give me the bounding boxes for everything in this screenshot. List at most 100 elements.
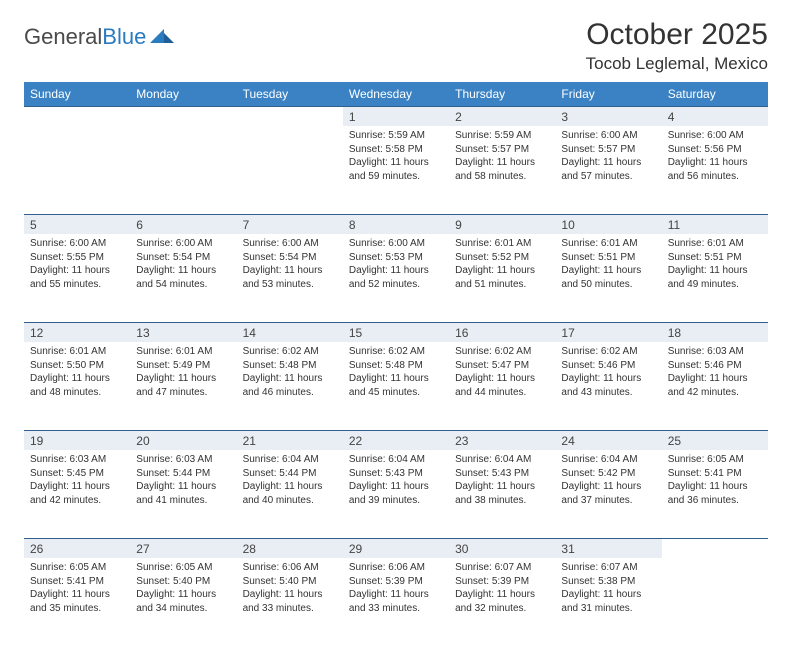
daynum-cell [130, 106, 236, 126]
week-4-daynum-row: 262728293031 [24, 538, 768, 558]
daynum-cell: 26 [24, 538, 130, 558]
week-3-body-row: Sunrise: 6:03 AMSunset: 5:45 PMDaylight:… [24, 450, 768, 538]
daynum-cell: 28 [237, 538, 343, 558]
day-cell: Sunrise: 6:01 AMSunset: 5:49 PMDaylight:… [130, 342, 236, 430]
daynum-cell: 9 [449, 214, 555, 234]
daynum-cell: 22 [343, 430, 449, 450]
day-number: 20 [130, 430, 236, 450]
day-details: Sunrise: 6:02 AMSunset: 5:48 PMDaylight:… [343, 342, 449, 403]
day-details: Sunrise: 6:04 AMSunset: 5:43 PMDaylight:… [343, 450, 449, 511]
daynum-cell: 18 [662, 322, 768, 342]
day-number: 1 [343, 106, 449, 126]
day-cell: Sunrise: 6:03 AMSunset: 5:44 PMDaylight:… [130, 450, 236, 538]
day-number: 5 [24, 214, 130, 234]
daynum-cell: 31 [555, 538, 661, 558]
day-cell: Sunrise: 5:59 AMSunset: 5:57 PMDaylight:… [449, 126, 555, 214]
day-details: Sunrise: 6:03 AMSunset: 5:46 PMDaylight:… [662, 342, 768, 403]
day-number-empty [24, 106, 130, 126]
day-details: Sunrise: 6:03 AMSunset: 5:44 PMDaylight:… [130, 450, 236, 511]
calendar-body: 1234Sunrise: 5:59 AMSunset: 5:58 PMDayli… [24, 106, 768, 646]
day-number: 28 [237, 538, 343, 558]
day-cell: Sunrise: 6:02 AMSunset: 5:46 PMDaylight:… [555, 342, 661, 430]
day-number: 21 [237, 430, 343, 450]
day-cell: Sunrise: 6:00 AMSunset: 5:55 PMDaylight:… [24, 234, 130, 322]
weekday-thursday: Thursday [449, 82, 555, 106]
day-details: Sunrise: 6:02 AMSunset: 5:48 PMDaylight:… [237, 342, 343, 403]
month-title: October 2025 [586, 18, 768, 52]
day-cell: Sunrise: 5:59 AMSunset: 5:58 PMDaylight:… [343, 126, 449, 214]
day-details: Sunrise: 6:07 AMSunset: 5:38 PMDaylight:… [555, 558, 661, 619]
day-details: Sunrise: 6:01 AMSunset: 5:50 PMDaylight:… [24, 342, 130, 403]
day-details: Sunrise: 6:03 AMSunset: 5:45 PMDaylight:… [24, 450, 130, 511]
day-cell [24, 126, 130, 214]
header: GeneralBlue October 2025 Tocob Leglemal,… [24, 18, 768, 74]
daynum-cell: 3 [555, 106, 661, 126]
week-4-body-row: Sunrise: 6:05 AMSunset: 5:41 PMDaylight:… [24, 558, 768, 646]
weekday-tuesday: Tuesday [237, 82, 343, 106]
logo-word-2: Blue [102, 24, 146, 49]
daynum-cell: 30 [449, 538, 555, 558]
day-details: Sunrise: 6:07 AMSunset: 5:39 PMDaylight:… [449, 558, 555, 619]
day-cell: Sunrise: 6:05 AMSunset: 5:41 PMDaylight:… [24, 558, 130, 646]
daynum-cell: 13 [130, 322, 236, 342]
day-cell: Sunrise: 6:06 AMSunset: 5:39 PMDaylight:… [343, 558, 449, 646]
day-cell: Sunrise: 6:02 AMSunset: 5:47 PMDaylight:… [449, 342, 555, 430]
day-number: 12 [24, 322, 130, 342]
daynum-cell: 23 [449, 430, 555, 450]
daynum-cell: 21 [237, 430, 343, 450]
day-details: Sunrise: 5:59 AMSunset: 5:58 PMDaylight:… [343, 126, 449, 187]
daynum-cell: 19 [24, 430, 130, 450]
day-details: Sunrise: 6:01 AMSunset: 5:49 PMDaylight:… [130, 342, 236, 403]
daynum-cell: 7 [237, 214, 343, 234]
day-details: Sunrise: 6:02 AMSunset: 5:46 PMDaylight:… [555, 342, 661, 403]
week-0-body-row: Sunrise: 5:59 AMSunset: 5:58 PMDaylight:… [24, 126, 768, 214]
day-details: Sunrise: 6:00 AMSunset: 5:56 PMDaylight:… [662, 126, 768, 187]
calendar-table: SundayMondayTuesdayWednesdayThursdayFrid… [24, 82, 768, 646]
weekday-friday: Friday [555, 82, 661, 106]
day-cell: Sunrise: 6:00 AMSunset: 5:53 PMDaylight:… [343, 234, 449, 322]
daynum-cell: 5 [24, 214, 130, 234]
day-details: Sunrise: 5:59 AMSunset: 5:57 PMDaylight:… [449, 126, 555, 187]
daynum-cell: 27 [130, 538, 236, 558]
daynum-cell: 4 [662, 106, 768, 126]
day-details-empty [662, 558, 768, 565]
daynum-cell [662, 538, 768, 558]
day-number: 9 [449, 214, 555, 234]
week-0-daynum-row: 1234 [24, 106, 768, 126]
calendar-head: SundayMondayTuesdayWednesdayThursdayFrid… [24, 82, 768, 106]
day-details-empty [24, 126, 130, 133]
logo-mark-icon [150, 25, 176, 50]
day-cell: Sunrise: 6:05 AMSunset: 5:41 PMDaylight:… [662, 450, 768, 538]
day-details: Sunrise: 6:04 AMSunset: 5:42 PMDaylight:… [555, 450, 661, 511]
day-number: 14 [237, 322, 343, 342]
day-details: Sunrise: 6:05 AMSunset: 5:41 PMDaylight:… [24, 558, 130, 619]
day-cell: Sunrise: 6:05 AMSunset: 5:40 PMDaylight:… [130, 558, 236, 646]
day-cell: Sunrise: 6:04 AMSunset: 5:43 PMDaylight:… [449, 450, 555, 538]
day-number: 24 [555, 430, 661, 450]
weekday-saturday: Saturday [662, 82, 768, 106]
day-details: Sunrise: 6:06 AMSunset: 5:39 PMDaylight:… [343, 558, 449, 619]
day-cell: Sunrise: 6:00 AMSunset: 5:54 PMDaylight:… [130, 234, 236, 322]
daynum-cell: 29 [343, 538, 449, 558]
day-number: 3 [555, 106, 661, 126]
day-number: 11 [662, 214, 768, 234]
day-cell: Sunrise: 6:01 AMSunset: 5:51 PMDaylight:… [662, 234, 768, 322]
day-number-empty [130, 106, 236, 126]
day-cell: Sunrise: 6:03 AMSunset: 5:46 PMDaylight:… [662, 342, 768, 430]
day-number-empty [237, 106, 343, 126]
day-details: Sunrise: 6:00 AMSunset: 5:54 PMDaylight:… [130, 234, 236, 295]
day-number: 29 [343, 538, 449, 558]
day-number: 17 [555, 322, 661, 342]
logo-word-1: General [24, 24, 102, 49]
daynum-cell [237, 106, 343, 126]
daynum-cell: 20 [130, 430, 236, 450]
day-number: 22 [343, 430, 449, 450]
day-details: Sunrise: 6:00 AMSunset: 5:57 PMDaylight:… [555, 126, 661, 187]
daynum-cell: 2 [449, 106, 555, 126]
week-1-daynum-row: 567891011 [24, 214, 768, 234]
day-number: 16 [449, 322, 555, 342]
weekday-wednesday: Wednesday [343, 82, 449, 106]
day-cell [662, 558, 768, 646]
daynum-cell: 17 [555, 322, 661, 342]
day-cell: Sunrise: 6:06 AMSunset: 5:40 PMDaylight:… [237, 558, 343, 646]
